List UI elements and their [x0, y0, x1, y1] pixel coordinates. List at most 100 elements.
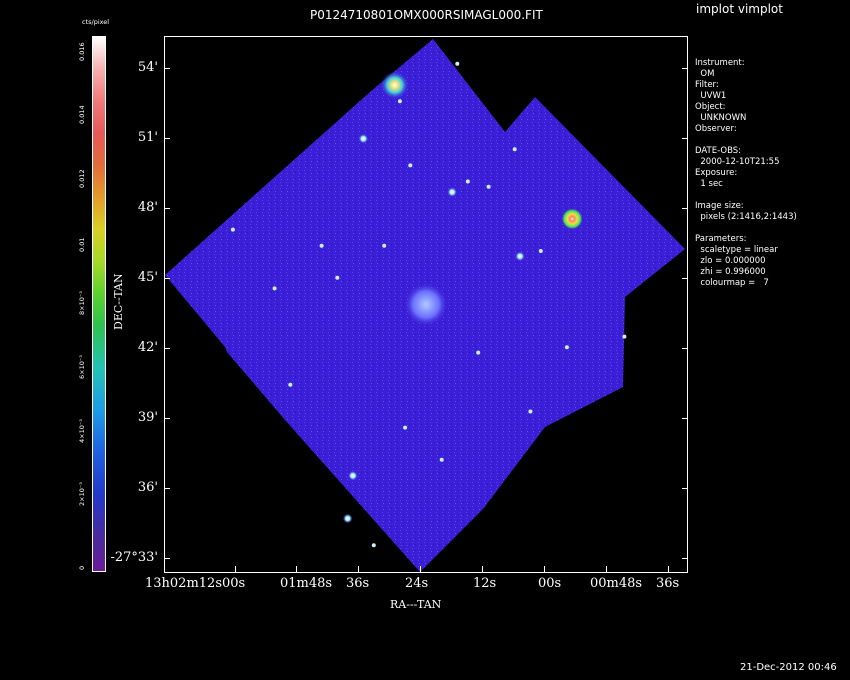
right-tick-mark: [682, 278, 688, 279]
source-galaxy: [380, 71, 409, 100]
field-star: [564, 345, 569, 350]
y-tick-mark: [164, 138, 170, 139]
x-tick-mark: [420, 566, 421, 573]
right-tick-mark: [682, 418, 688, 419]
source-star: [447, 187, 458, 198]
source-star: [342, 513, 353, 524]
info-line: [695, 223, 797, 234]
y-tick-label: 45': [137, 270, 158, 285]
info-line: 1 sec: [695, 179, 723, 189]
y-tick-label: 42': [137, 340, 158, 355]
x-tick-mark: [296, 566, 297, 573]
x-tick-mark: [606, 566, 607, 573]
colorbar-tick-label: 0.01: [78, 237, 86, 252]
source-star: [515, 251, 525, 262]
source-cluster: [404, 282, 448, 327]
field-star: [335, 275, 340, 280]
field-star: [486, 184, 491, 189]
info-line: Object:: [695, 102, 726, 112]
x-tick-label: 01m48s: [280, 576, 333, 591]
right-tick-mark: [682, 558, 688, 559]
colorbar-tick-label: 2×10⁻³: [78, 482, 86, 507]
y-tick-label: 39': [137, 410, 158, 425]
y-tick-label: 54': [137, 60, 158, 75]
info-line: Parameters:: [695, 234, 747, 244]
y-tick-label: 48': [137, 200, 158, 215]
field-star: [288, 382, 293, 387]
info-line: Observer:: [695, 124, 737, 134]
colorbar-unit-label: cts/pixel: [82, 18, 110, 26]
info-line: Filter:: [695, 80, 719, 90]
field-star: [465, 179, 470, 184]
source-star: [358, 133, 369, 144]
image-frame: [164, 36, 688, 573]
tool-label: implot vimplot: [696, 2, 783, 16]
info-line: Instrument:: [695, 58, 745, 68]
field-star: [538, 249, 543, 253]
x-tick-label: 24s: [405, 576, 429, 591]
info-line: Image size:: [695, 201, 744, 211]
x-tick-label: 36s: [656, 576, 680, 591]
timestamp: 21-Dec-2012 00:46: [740, 662, 837, 673]
y-tick-mark: [164, 278, 170, 279]
field-star: [382, 243, 387, 248]
x-tick-mark: [668, 566, 669, 573]
x-tick-mark: [235, 566, 236, 573]
right-tick-mark: [682, 138, 688, 139]
colorbar-tick-label: 4×10⁻³: [78, 418, 86, 443]
info-line: colourmap = 7: [695, 278, 769, 288]
right-tick-mark: [682, 68, 688, 69]
field-star: [272, 286, 277, 291]
x-tick-label: 13h02m12s: [145, 576, 222, 591]
plot-title: P0124710801OMX000RSIMAGL000.FIT: [310, 8, 543, 22]
info-line: zhi = 0.996000: [695, 267, 766, 277]
field-star: [408, 163, 413, 168]
source-bright: [561, 207, 584, 230]
field-star: [371, 543, 376, 548]
x-tick-mark: [482, 566, 483, 573]
x-tick-label: 12s: [473, 576, 497, 591]
field-star: [455, 61, 460, 66]
info-line: DATE-OBS:: [695, 146, 742, 156]
y-tick-label: 36': [137, 480, 158, 495]
x-tick-label: 00m48s: [590, 576, 643, 591]
info-line: 2000-12-10T21:55: [695, 157, 780, 167]
x-tick-label: 36s: [346, 576, 370, 591]
field-star: [528, 409, 533, 414]
colorbar: [92, 36, 106, 572]
info-line: pixels (2:1416,2:1443): [695, 212, 797, 222]
field-star: [319, 243, 324, 248]
field-star: [397, 99, 402, 104]
field-star: [439, 457, 444, 462]
info-line: Exposure:: [695, 168, 738, 178]
y-tick-mark: [164, 348, 170, 349]
colorbar-tick-label: 0.014: [78, 105, 86, 125]
y-tick-mark: [164, 558, 170, 559]
info-line: [695, 190, 797, 201]
sky-image: [165, 39, 685, 572]
info-line: scaletype = linear: [695, 245, 778, 255]
x-tick-label: 00s: [222, 576, 246, 591]
colorbar-tick-label: 0: [78, 565, 86, 570]
x-tick-mark: [358, 566, 359, 573]
y-tick-mark: [164, 208, 170, 209]
colorbar-tick-label: 6×10⁻³: [78, 355, 86, 380]
x-axis-title: RA---TAN: [390, 598, 442, 611]
header-info-panel: Instrument: OM Filter: UVW1 Object: UNKNOW…: [695, 58, 797, 289]
y-tick-label: 51': [137, 130, 158, 145]
field-star: [622, 334, 627, 339]
field-star: [512, 147, 517, 152]
source-star: [347, 470, 358, 481]
y-axis-title: DEC--TAN: [112, 273, 125, 330]
info-line: zlo = 0.000000: [695, 256, 766, 266]
info-line: [695, 135, 797, 146]
field-star: [476, 350, 481, 355]
y-tick-mark: [164, 418, 170, 419]
right-tick-mark: [682, 488, 688, 489]
y-tick-mark: [164, 488, 170, 489]
colorbar-tick-label: 0.012: [78, 169, 86, 189]
y-tick-mark: [164, 68, 170, 69]
field-star: [230, 227, 235, 232]
colorbar-tick-label: 0.016: [78, 42, 86, 61]
x-tick-mark: [544, 566, 545, 573]
